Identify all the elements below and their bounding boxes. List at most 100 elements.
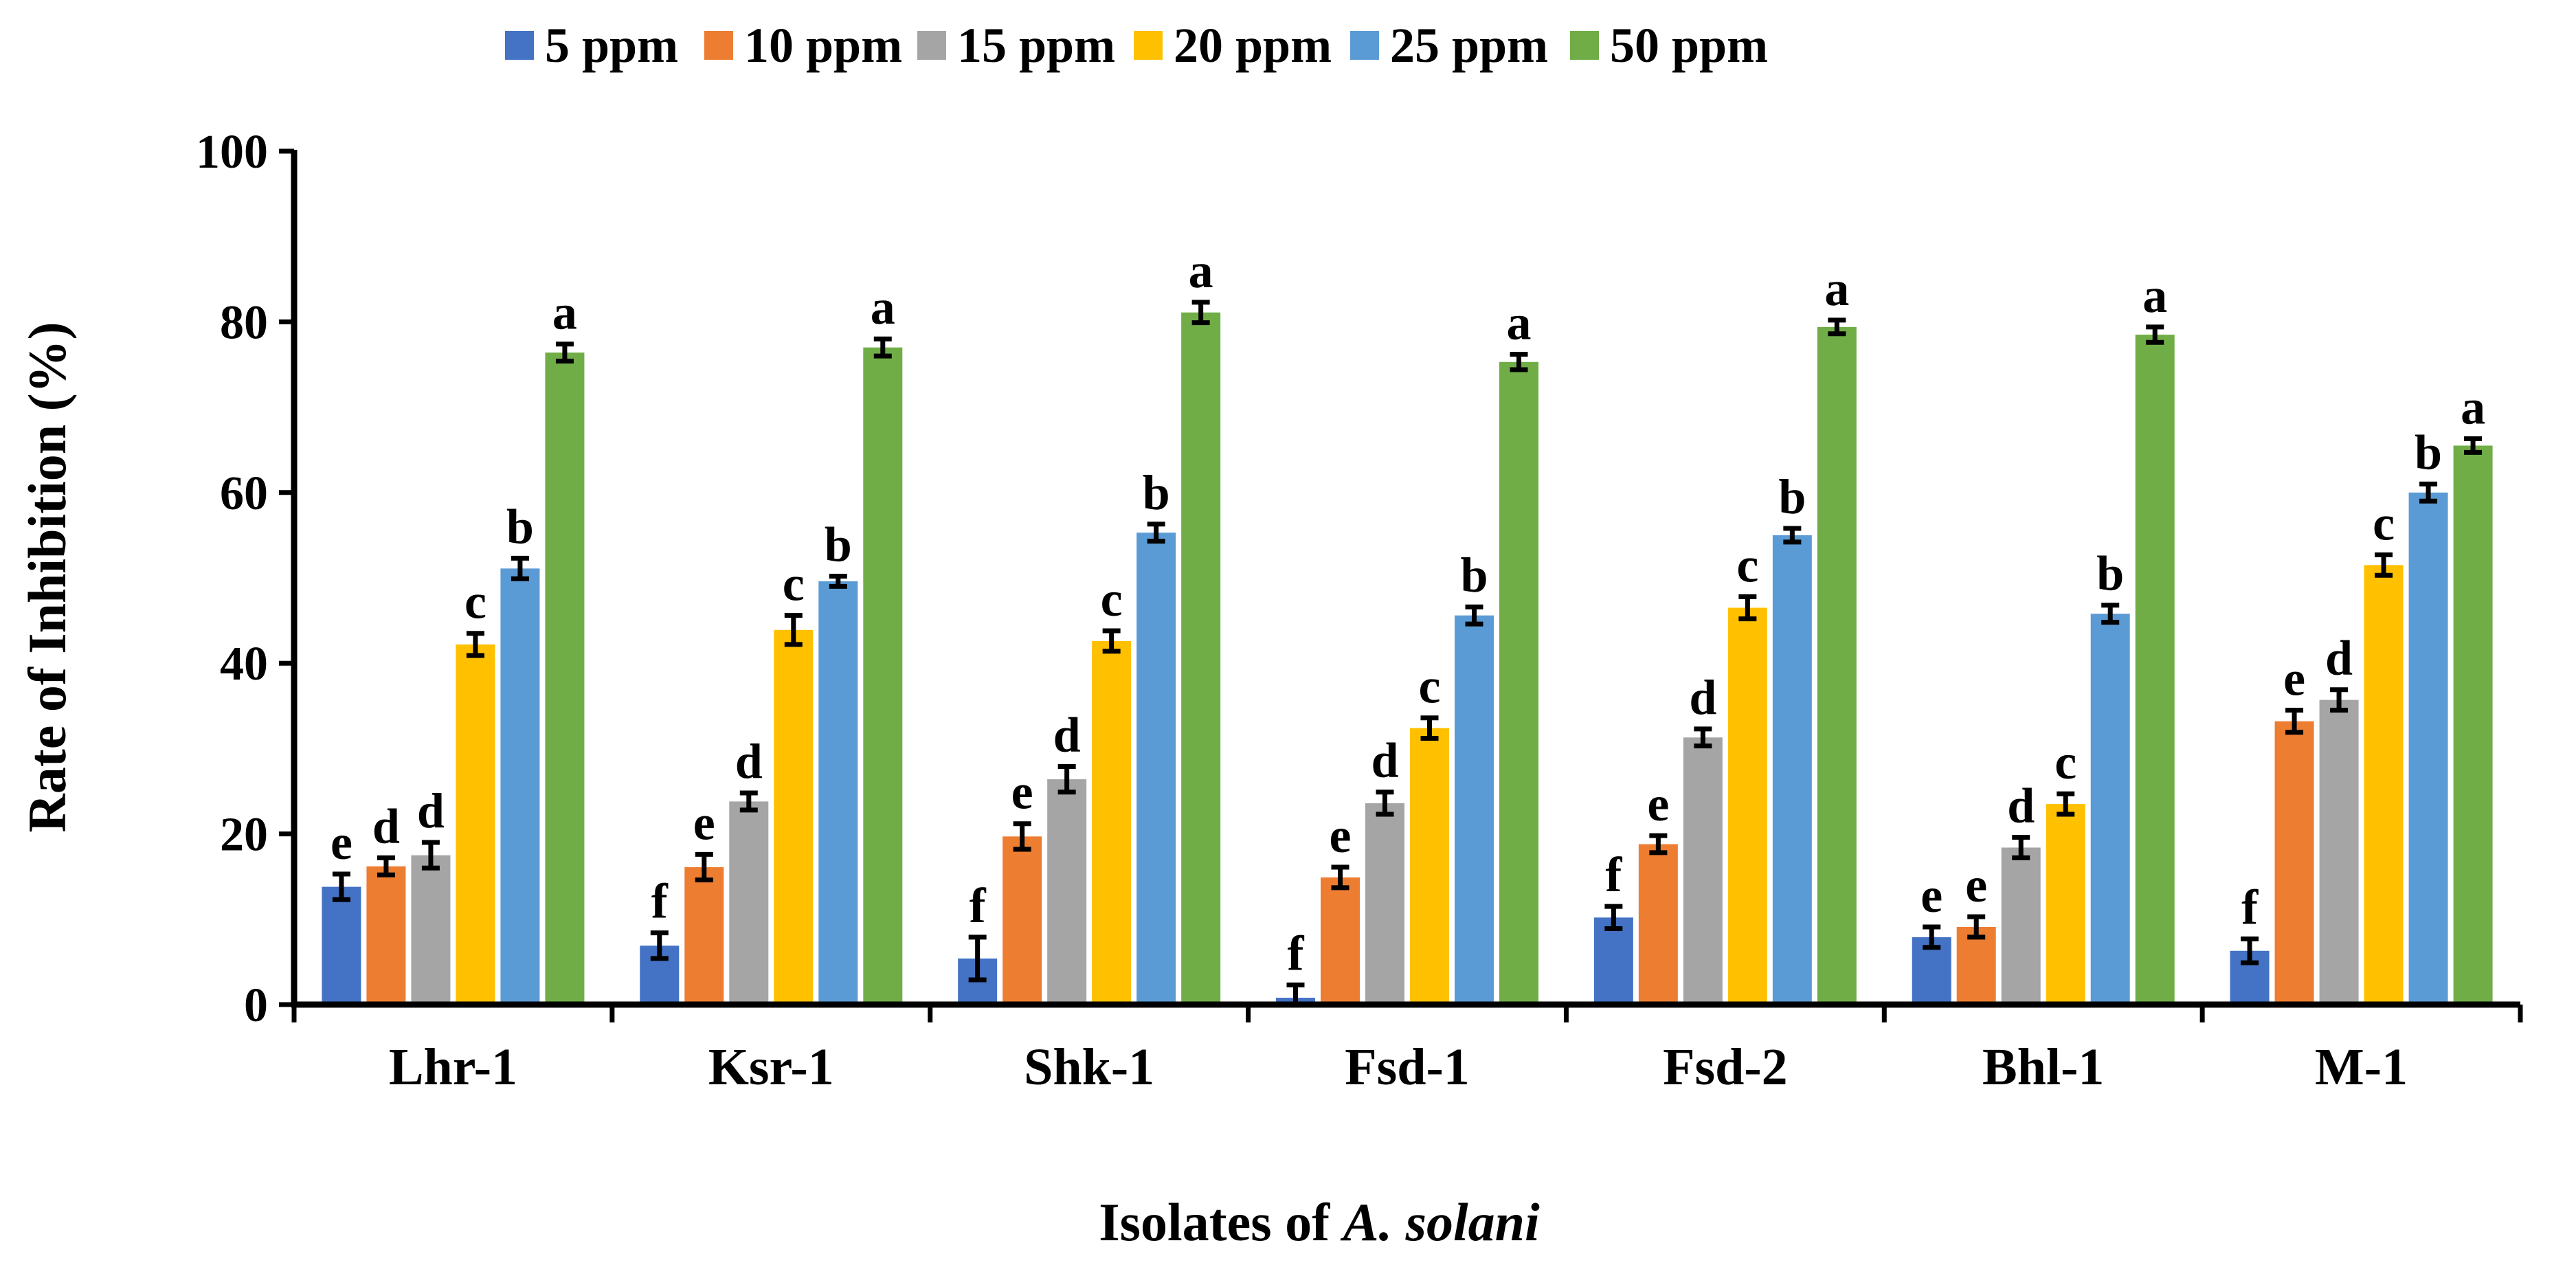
- bar: [545, 352, 585, 1005]
- significance-letter: e: [331, 815, 352, 870]
- x-axis-title-italic: A. solani: [1340, 1192, 1540, 1252]
- legend-label: 50 ppm: [1610, 18, 1768, 73]
- significance-letter: d: [1053, 707, 1081, 762]
- significance-letter: d: [735, 734, 763, 789]
- significance-letter: c: [1419, 659, 1441, 714]
- x-tick-label: Fsd-2: [1663, 1038, 1788, 1096]
- bar: [1047, 779, 1087, 1005]
- significance-letter: f: [1288, 926, 1305, 981]
- y-tick-label: 60: [220, 467, 268, 520]
- x-axis-title: Isolates of A. solani: [1099, 1192, 1540, 1252]
- significance-letter: a: [2142, 268, 2167, 323]
- significance-letter: e: [1011, 765, 1033, 820]
- significance-letter: a: [1507, 295, 1532, 350]
- significance-letter: d: [1371, 733, 1398, 788]
- bar: [322, 886, 361, 1005]
- legend-label: 25 ppm: [1390, 18, 1548, 73]
- bar: [2453, 445, 2493, 1005]
- significance-letter: c: [1736, 537, 1758, 592]
- bar: [2319, 699, 2359, 1005]
- significance-letter: b: [825, 517, 852, 572]
- x-tick-label: Bhl-1: [1982, 1038, 2104, 1096]
- x-tick-label: Ksr-1: [708, 1038, 834, 1096]
- y-tick-label: 100: [196, 126, 268, 179]
- significance-letter: c: [1101, 572, 1123, 627]
- bar: [818, 581, 858, 1005]
- legend-swatch: [704, 31, 733, 60]
- bar: [1638, 844, 1678, 1005]
- significance-letter: a: [1189, 243, 1213, 298]
- bar: [2135, 335, 2175, 1005]
- bar: [2046, 804, 2085, 1005]
- bar: [1499, 361, 1538, 1005]
- bar: [2090, 614, 2130, 1005]
- bar: [1321, 877, 1360, 1005]
- x-tick-label: Fsd-1: [1345, 1038, 1470, 1096]
- x-tick-label: Lhr-1: [389, 1038, 517, 1096]
- significance-letter: a: [871, 280, 895, 335]
- x-axis-title-prefix: Isolates of: [1099, 1192, 1343, 1252]
- bar: [1772, 535, 1812, 1005]
- bar: [1727, 607, 1767, 1005]
- bar: [1593, 917, 1633, 1005]
- bar: [1136, 533, 1176, 1005]
- significance-letter: d: [417, 783, 445, 838]
- bar: [774, 629, 814, 1005]
- significance-letter: a: [2461, 380, 2485, 435]
- significance-letter: f: [651, 874, 669, 929]
- bar: [729, 801, 769, 1005]
- legend-label: 5 ppm: [545, 18, 678, 73]
- y-tick-label: 0: [244, 979, 268, 1032]
- x-tick-label: Shk-1: [1024, 1038, 1154, 1096]
- bar: [2274, 721, 2314, 1005]
- x-tick-label: M-1: [2315, 1038, 2408, 1096]
- significance-letter: d: [1689, 670, 1716, 725]
- bar: [1181, 312, 1221, 1005]
- bar: [456, 644, 495, 1005]
- significance-letter: e: [1330, 808, 1352, 863]
- bar: [411, 855, 451, 1005]
- significance-letter: e: [1647, 776, 1669, 831]
- bar: [1956, 926, 1996, 1005]
- bar: [684, 867, 724, 1005]
- bar: [1817, 326, 1857, 1005]
- bar: [2001, 847, 2041, 1005]
- significance-letter: e: [1965, 858, 1987, 913]
- significance-letter: e: [1920, 868, 1942, 923]
- legend-label: 10 ppm: [744, 18, 902, 73]
- significance-letter: f: [970, 878, 987, 933]
- axes: 0 20 40 60 80 100 Lhr-1 Ksr-1 Shk-1 Fsd-1 Fsd-2 Bhl…: [196, 126, 2523, 1096]
- legend-swatch: [1570, 31, 1599, 60]
- significance-letter: b: [1778, 469, 1806, 524]
- bar: [863, 347, 903, 1005]
- bar: [2364, 565, 2404, 1005]
- significance-letter: b: [1143, 465, 1170, 520]
- legend-swatch: [1134, 31, 1163, 60]
- legend-swatch: [505, 31, 534, 60]
- significance-letter: d: [372, 798, 400, 853]
- significance-letter: a: [1824, 261, 1849, 316]
- significance-letter: d: [2325, 631, 2353, 686]
- significance-letter: b: [2415, 425, 2442, 480]
- bar: [500, 568, 540, 1005]
- y-axis-title: Rate of Inhibition (%): [17, 322, 77, 832]
- significance-letter: c: [2054, 735, 2076, 790]
- bar: [1683, 737, 1723, 1005]
- significance-letter: a: [552, 285, 577, 340]
- significance-letter: e: [693, 795, 715, 850]
- bar: [2408, 492, 2448, 1005]
- bar: [366, 866, 406, 1005]
- significance-letter: f: [1605, 847, 1622, 902]
- significance-letter: e: [2283, 651, 2305, 706]
- significance-letter: b: [2096, 546, 2124, 601]
- bar: [1003, 836, 1042, 1005]
- y-tick-label: 40: [220, 638, 268, 691]
- legend-swatch: [1350, 31, 1379, 60]
- significance-letter: b: [506, 499, 534, 554]
- bar: [1455, 615, 1494, 1005]
- legend-label: 20 ppm: [1174, 18, 1332, 73]
- y-tick-label: 80: [220, 296, 268, 349]
- significance-letter: d: [2007, 779, 2035, 833]
